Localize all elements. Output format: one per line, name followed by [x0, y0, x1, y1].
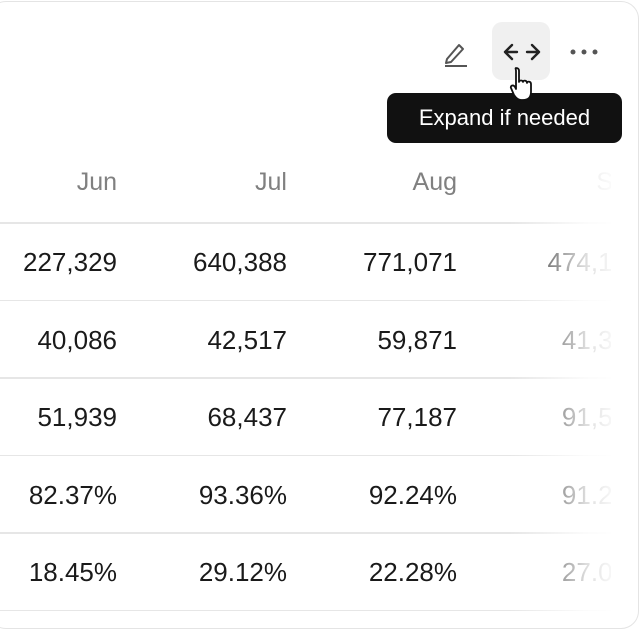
row-divider [0, 299, 611, 301]
table-cell: 77,187 [377, 402, 457, 432]
table-cell: 93.36% [198, 479, 287, 510]
row-divider [0, 532, 611, 534]
table-cell: 92.24% [368, 479, 457, 510]
table-cell: 771,071 [363, 247, 457, 277]
table-cell: 42,517 [207, 324, 287, 355]
table-cell: 40,086 [37, 324, 117, 355]
table-cell: 51,939 [37, 402, 117, 432]
row-divider [0, 377, 611, 379]
table-cell: 18.45% [28, 557, 117, 587]
tooltip: Expand if needed [387, 93, 622, 143]
table-cell: 227,329 [23, 247, 117, 277]
scroll-fade [509, 152, 619, 622]
row-divider [0, 454, 611, 456]
table-cell: 68,437 [207, 402, 287, 432]
expand-icon [503, 43, 541, 61]
column-header: Jun [76, 168, 117, 196]
cursor [509, 67, 532, 101]
table-cell: 29.12% [198, 557, 287, 587]
table-cell: 59,871 [377, 324, 457, 355]
table-cell: 640,388 [193, 247, 287, 277]
column-header: Aug [412, 168, 457, 196]
column-header: Jul [255, 168, 287, 196]
row-divider [0, 609, 611, 611]
row-divider [0, 222, 611, 224]
edit-icon[interactable] [441, 38, 471, 68]
expand-button[interactable] [492, 22, 550, 80]
table-cell: 82.37% [28, 479, 117, 510]
more-icon[interactable] [569, 48, 599, 56]
table-cell: 22.28% [368, 557, 457, 587]
